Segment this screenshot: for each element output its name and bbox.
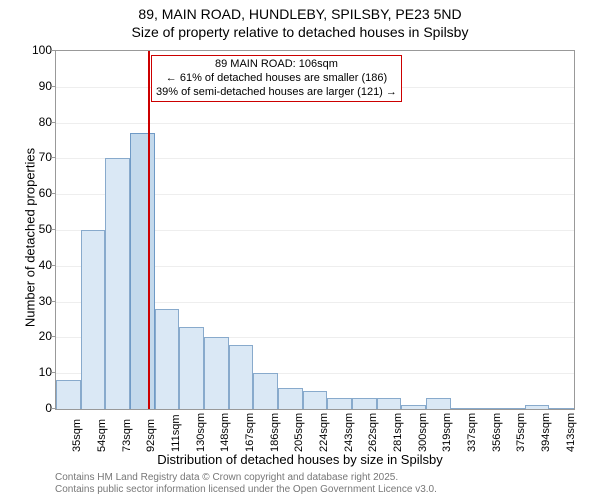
footer-line-1: Contains HM Land Registry data © Crown c…	[55, 472, 398, 483]
y-tick-mark	[51, 193, 55, 194]
histogram-bar	[155, 309, 180, 409]
annotation-box: 89 MAIN ROAD: 106sqm← 61% of detached ho…	[151, 55, 402, 102]
histogram-bar	[204, 337, 229, 409]
y-tick-mark	[51, 301, 55, 302]
x-tick-label: 73sqm	[121, 419, 133, 452]
x-tick-label: 35sqm	[71, 419, 83, 452]
y-tick-mark	[51, 336, 55, 337]
histogram-bar	[377, 398, 402, 409]
y-tick-label: 10	[12, 365, 52, 379]
x-axis-label: Distribution of detached houses by size …	[0, 452, 600, 467]
histogram-bar	[475, 408, 500, 409]
x-tick-label: 167sqm	[244, 413, 256, 452]
histogram-bar	[500, 408, 525, 409]
annotation-line: 39% of semi-detached houses are larger (…	[156, 86, 397, 100]
histogram-bar	[426, 398, 451, 409]
histogram-bar	[451, 408, 476, 409]
y-tick-mark	[51, 122, 55, 123]
x-tick-label: 54sqm	[96, 419, 108, 452]
histogram-bar	[253, 373, 278, 409]
y-tick-label: 100	[12, 43, 52, 57]
y-tick-mark	[51, 86, 55, 87]
x-tick-label: 224sqm	[318, 413, 330, 452]
chart-container: { "title_line1": "89, MAIN ROAD, HUNDLEB…	[0, 0, 600, 500]
histogram-bar	[278, 388, 303, 409]
x-tick-label: 356sqm	[491, 413, 503, 452]
y-tick-label: 50	[12, 222, 52, 236]
histogram-bar	[352, 398, 377, 409]
plot-area: 89 MAIN ROAD: 106sqm← 61% of detached ho…	[55, 50, 575, 410]
annotation-line: 89 MAIN ROAD: 106sqm	[156, 58, 397, 72]
annotation-line: ← 61% of detached houses are smaller (18…	[156, 72, 397, 86]
y-tick-label: 80	[12, 115, 52, 129]
gridline	[56, 123, 574, 124]
histogram-bar	[327, 398, 352, 409]
histogram-bar	[303, 391, 328, 409]
x-tick-label: 413sqm	[565, 413, 577, 452]
y-tick-label: 90	[12, 79, 52, 93]
x-tick-label: 92sqm	[145, 419, 157, 452]
histogram-bar	[549, 408, 574, 409]
x-tick-label: 148sqm	[219, 413, 231, 452]
x-tick-label: 243sqm	[343, 413, 355, 452]
histogram-bar	[179, 327, 204, 409]
x-tick-label: 375sqm	[515, 413, 527, 452]
y-tick-mark	[51, 157, 55, 158]
histogram-bar	[56, 380, 81, 409]
x-tick-label: 319sqm	[441, 413, 453, 452]
histogram-bar	[105, 158, 130, 409]
x-tick-label: 300sqm	[417, 413, 429, 452]
marker-line	[148, 51, 150, 409]
y-tick-mark	[51, 372, 55, 373]
histogram-bar	[130, 133, 155, 409]
y-tick-mark	[51, 50, 55, 51]
x-tick-label: 205sqm	[293, 413, 305, 452]
title-line-1: 89, MAIN ROAD, HUNDLEBY, SPILSBY, PE23 5…	[0, 6, 600, 22]
y-tick-mark	[51, 265, 55, 266]
x-tick-label: 130sqm	[195, 413, 207, 452]
y-tick-mark	[51, 408, 55, 409]
histogram-bar	[401, 405, 426, 409]
x-tick-label: 262sqm	[367, 413, 379, 452]
y-tick-label: 20	[12, 329, 52, 343]
x-tick-label: 186sqm	[269, 413, 281, 452]
title-line-2: Size of property relative to detached ho…	[0, 24, 600, 40]
y-tick-mark	[51, 229, 55, 230]
histogram-bar	[229, 345, 254, 409]
x-tick-label: 394sqm	[540, 413, 552, 452]
x-tick-label: 281sqm	[392, 413, 404, 452]
histogram-bar	[81, 230, 106, 409]
x-tick-label: 111sqm	[170, 414, 182, 452]
y-tick-label: 0	[12, 401, 52, 415]
histogram-bar	[525, 405, 550, 409]
y-tick-label: 40	[12, 258, 52, 272]
y-tick-label: 70	[12, 150, 52, 164]
y-tick-label: 60	[12, 186, 52, 200]
x-tick-label: 337sqm	[466, 413, 478, 452]
footer-line-2: Contains public sector information licen…	[55, 484, 437, 495]
y-tick-label: 30	[12, 294, 52, 308]
